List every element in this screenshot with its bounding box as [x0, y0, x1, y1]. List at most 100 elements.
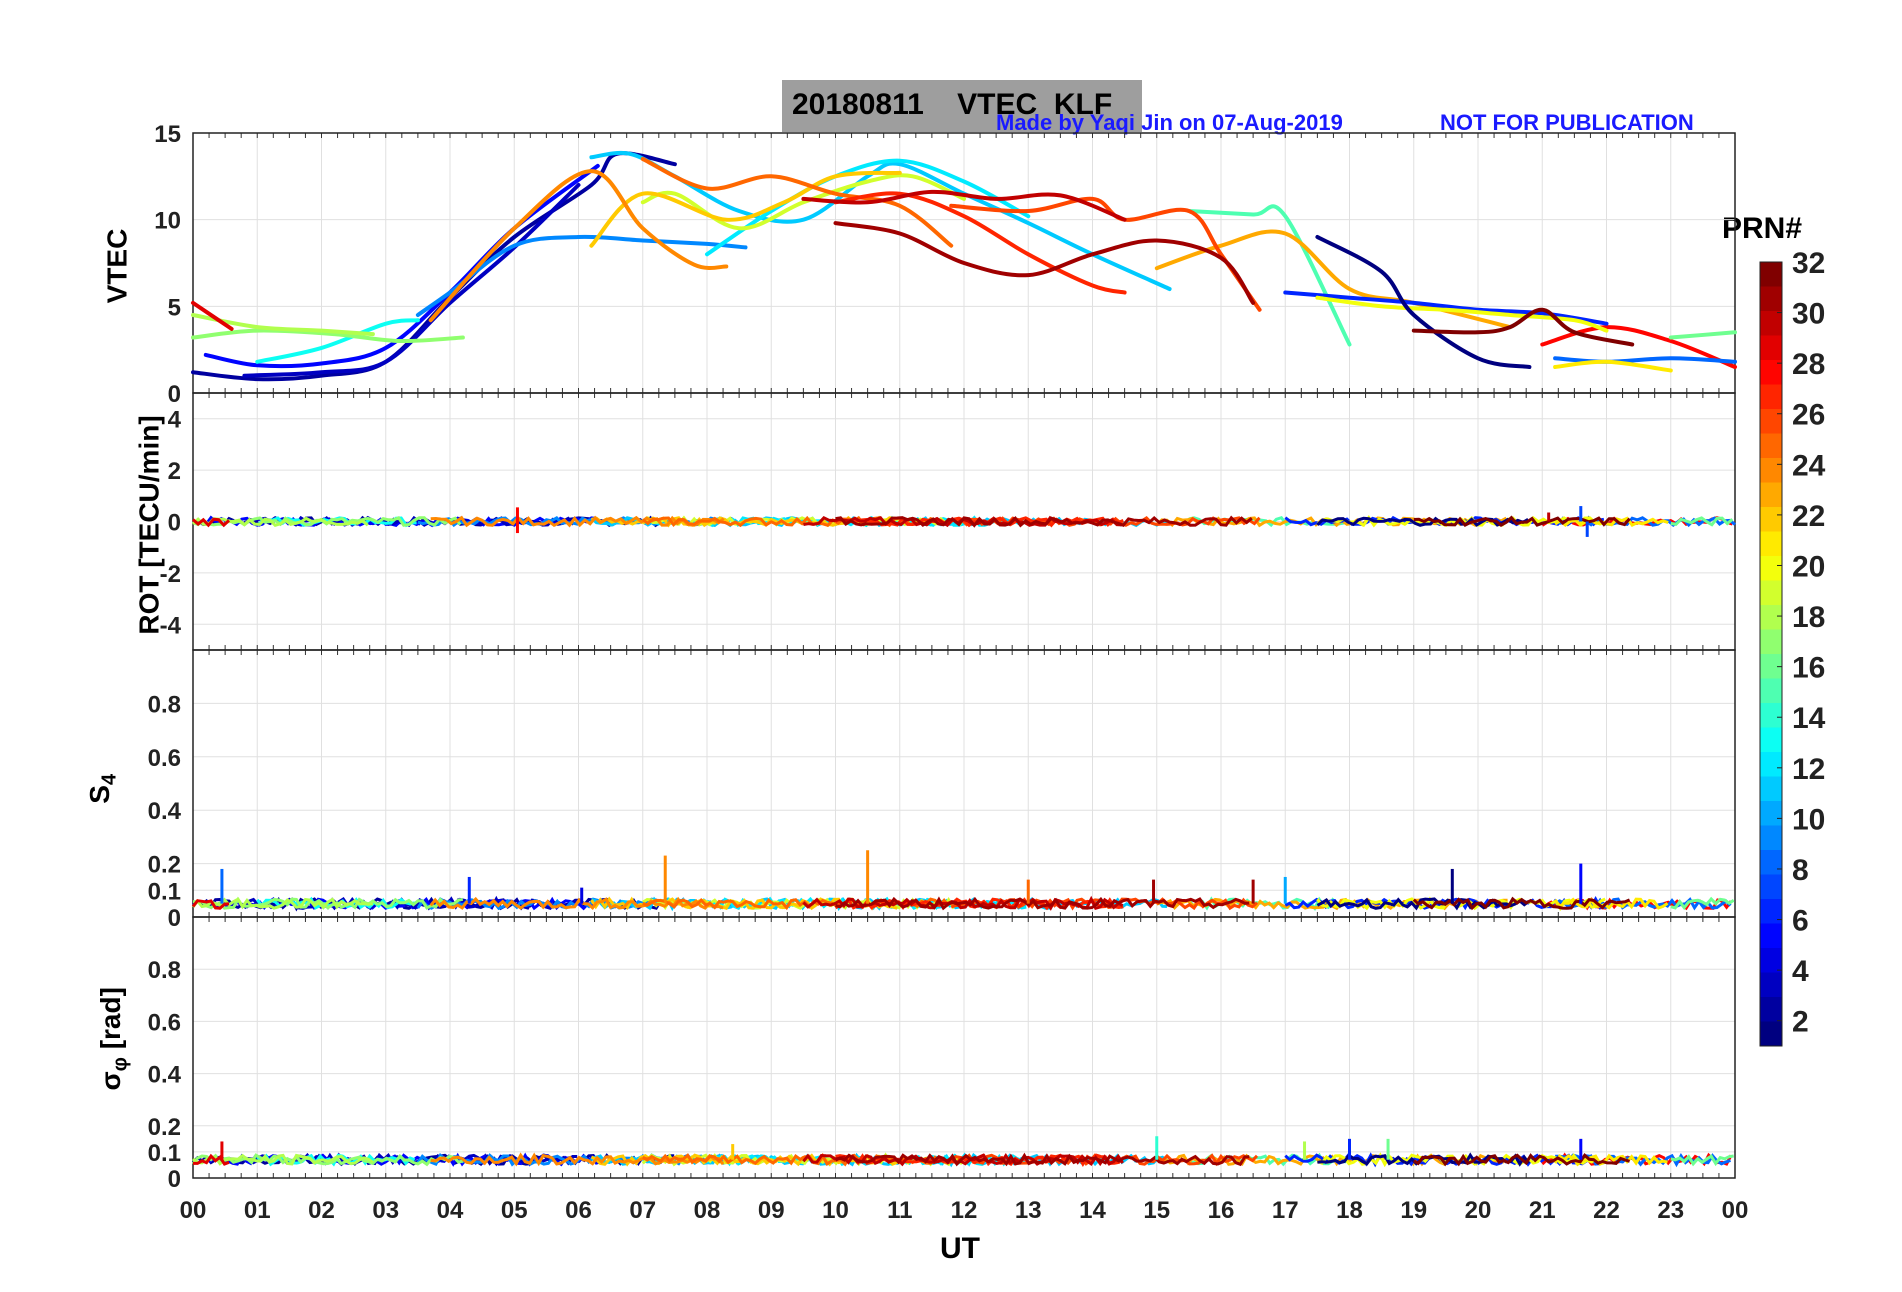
- colorbar-tick-label: 32: [1792, 247, 1825, 280]
- sigma-phi-series-line: [1413, 1153, 1631, 1167]
- colorbar-segment: [1760, 727, 1782, 753]
- x-tick-label: 05: [501, 1197, 528, 1224]
- x-tick-label: 15: [1143, 1197, 1170, 1224]
- title-background: [782, 80, 1142, 132]
- x-tick-label: 04: [437, 1197, 464, 1224]
- y-tick-label: 0.2: [148, 1114, 181, 1141]
- y-tick-label: 0.1: [148, 1140, 181, 1167]
- s4-series-line: [191, 899, 230, 910]
- y-tick-label: 0.6: [148, 1009, 181, 1036]
- colorbar-segment: [1760, 605, 1782, 630]
- vtec-series-line: [589, 170, 902, 248]
- s4-series-line: [1553, 897, 1669, 910]
- s4-series-line: [1412, 896, 1631, 911]
- colorbar-segment: [1760, 507, 1782, 532]
- colorbar-segment: [1760, 752, 1782, 777]
- rot-series-line: [1670, 516, 1734, 527]
- colorbar-tick-label: 10: [1792, 803, 1825, 836]
- y-tick-label: 0.1: [148, 878, 181, 905]
- colorbar-tick-label: 12: [1792, 753, 1825, 786]
- colorbar-segment: [1760, 678, 1782, 704]
- x-tick-label: 07: [629, 1197, 656, 1224]
- colorbar-segment: [1760, 972, 1782, 998]
- sigma-phi-series-line: [430, 1152, 725, 1167]
- x-tick-label: 19: [1400, 1197, 1427, 1224]
- colorbar-segment: [1760, 801, 1782, 826]
- y-tick-label: 2: [168, 458, 181, 485]
- title-date: 20180811: [792, 88, 924, 121]
- rot-series-line: [1554, 516, 1669, 528]
- rot-series-line: [835, 515, 1253, 528]
- vtec-series-line: [1540, 325, 1737, 369]
- vtec-series-line: [640, 173, 966, 231]
- x-tick-label: 01: [244, 1197, 271, 1224]
- vtec-series-line: [640, 157, 954, 248]
- colorbar-segment: [1760, 997, 1782, 1022]
- colorbar-tick-label: 24: [1792, 449, 1826, 482]
- vtec-series-line: [801, 189, 1127, 222]
- y-tick-label: 10: [154, 208, 181, 235]
- y-tick-label: 0.8: [148, 691, 181, 718]
- colorbar-segment: [1760, 286, 1782, 312]
- colorbar-frame: [1759, 261, 1783, 1047]
- vtec-series-line: [203, 163, 600, 369]
- colorbar-segment: [1760, 311, 1782, 336]
- colorbar-segment: [1760, 654, 1782, 679]
- colorbar-segment: [1760, 1021, 1782, 1047]
- colorbar-tick-label: 20: [1792, 550, 1825, 583]
- colorbar-tick-label: 18: [1792, 601, 1825, 634]
- y-tick-label: 0: [168, 510, 181, 537]
- y-tick-label: 0.2: [148, 852, 181, 879]
- colorbar-segment: [1760, 384, 1782, 410]
- colorbar-segment: [1760, 335, 1782, 361]
- x-tick-label: 22: [1593, 1197, 1620, 1224]
- vtec-series-line: [428, 169, 729, 323]
- y-tick-label: 5: [168, 294, 181, 321]
- x-tick-label: 00: [1722, 1197, 1749, 1224]
- x-tick-label: 09: [758, 1197, 785, 1224]
- vtec-series-line: [415, 234, 748, 317]
- vtec-series-line: [1186, 204, 1352, 347]
- x-tick-label: 02: [308, 1197, 335, 1224]
- colorbar-segment: [1760, 458, 1782, 483]
- y-tick-label: 4: [168, 407, 182, 434]
- colorbar-segment: [1760, 531, 1782, 557]
- rot-series-line: [192, 517, 231, 528]
- sigma-phi-series-line: [1553, 1153, 1668, 1167]
- x-tick-label: 17: [1272, 1197, 1299, 1224]
- x-tick-label: 08: [694, 1197, 721, 1224]
- vtec-series-line: [1411, 307, 1635, 347]
- colorbar-tick-label: 16: [1792, 652, 1825, 685]
- x-tick-label: 06: [565, 1197, 592, 1224]
- x-tick-label: 11: [887, 1197, 912, 1224]
- vtec-series-line: [705, 158, 1031, 257]
- colorbar-segment: [1760, 262, 1782, 287]
- colorbar-segment: [1760, 580, 1782, 606]
- y-tick-label: -2: [160, 561, 181, 588]
- rot-series-line: [1413, 515, 1631, 528]
- colorbar-segment: [1760, 482, 1782, 508]
- not-for-publication-annotation: NOT FOR PUBLICATION: [1440, 110, 1694, 135]
- x-tick-label: 14: [1079, 1197, 1106, 1224]
- colorbar-segment: [1760, 703, 1782, 728]
- colorbar-segment: [1760, 360, 1782, 385]
- colorbar-segment: [1760, 948, 1782, 973]
- s4-series-line: [835, 896, 1250, 911]
- x-tick-label: 21: [1529, 1197, 1556, 1224]
- s4-series-line: [1670, 896, 1735, 911]
- colorbar-segment: [1760, 629, 1782, 655]
- x-tick-label: 16: [1208, 1197, 1235, 1224]
- y-tick-label: 15: [154, 121, 181, 148]
- vtec-series-line: [1668, 330, 1737, 340]
- made-by-annotation: Made by Yaqi Jin on 07-Aug-2019: [996, 110, 1343, 135]
- y-tick-label: 0: [168, 381, 181, 408]
- vtec-series-line: [191, 300, 234, 331]
- vtec-series-line: [191, 151, 677, 382]
- colorbar-segment: [1760, 899, 1782, 924]
- vtec-series-line: [833, 221, 1256, 305]
- title-label: VTEC KLF: [957, 88, 1113, 121]
- vtec-series-line: [1553, 359, 1673, 373]
- colorbar-tick-label: 30: [1792, 298, 1825, 331]
- vtec-series-line: [191, 328, 465, 344]
